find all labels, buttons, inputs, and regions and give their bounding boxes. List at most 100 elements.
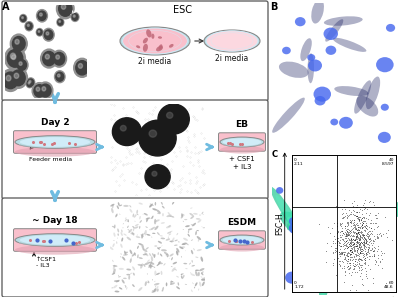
Point [373, 233, 380, 238]
Point [346, 271, 352, 275]
Point [363, 216, 369, 221]
Point [382, 214, 388, 219]
Ellipse shape [154, 281, 156, 282]
Point [355, 230, 361, 235]
Circle shape [21, 15, 26, 21]
Ellipse shape [358, 222, 369, 232]
Point [331, 245, 338, 250]
Point [352, 287, 359, 292]
Point [356, 251, 362, 256]
Point [350, 207, 356, 212]
Point [331, 233, 337, 238]
Point [347, 256, 353, 261]
Point [355, 254, 362, 258]
Point [330, 263, 336, 268]
Point [336, 250, 343, 255]
Point [374, 255, 381, 260]
Ellipse shape [119, 268, 124, 270]
Point [361, 224, 368, 228]
Point [356, 218, 362, 222]
Ellipse shape [161, 290, 163, 291]
Point [340, 243, 346, 248]
Point [371, 253, 377, 258]
Ellipse shape [129, 205, 131, 208]
Ellipse shape [183, 229, 184, 230]
Ellipse shape [190, 216, 194, 219]
Point [340, 211, 346, 216]
Point [352, 223, 358, 228]
Circle shape [12, 55, 16, 59]
Point [359, 222, 366, 227]
Ellipse shape [166, 215, 172, 217]
Point [349, 243, 356, 247]
Point [382, 280, 389, 285]
Point [353, 239, 359, 244]
Ellipse shape [326, 46, 336, 55]
Circle shape [120, 125, 126, 131]
Point [349, 240, 356, 245]
Ellipse shape [378, 132, 391, 143]
Ellipse shape [289, 222, 301, 234]
Ellipse shape [195, 270, 199, 271]
Point [342, 230, 348, 235]
Point [354, 239, 360, 244]
Point [357, 263, 364, 268]
Point [357, 251, 363, 255]
Point [339, 206, 346, 211]
Point [366, 233, 372, 238]
Point [333, 273, 339, 277]
Ellipse shape [119, 205, 122, 206]
Ellipse shape [144, 213, 148, 216]
Ellipse shape [300, 38, 312, 61]
Ellipse shape [195, 257, 198, 258]
Point [370, 249, 376, 254]
Point [341, 249, 347, 254]
Circle shape [43, 29, 54, 41]
Point [356, 241, 363, 245]
Point [342, 243, 348, 248]
Point [344, 226, 351, 231]
Point [361, 245, 368, 249]
Point [357, 236, 363, 241]
Ellipse shape [113, 285, 118, 288]
Point [360, 205, 367, 210]
Point [350, 203, 356, 208]
Point [347, 229, 353, 233]
Point [348, 237, 354, 242]
Ellipse shape [133, 234, 134, 235]
Point [366, 248, 373, 252]
Ellipse shape [191, 239, 193, 241]
Point [338, 252, 344, 256]
Ellipse shape [386, 24, 395, 32]
Point [363, 211, 369, 216]
Point [370, 199, 377, 204]
Ellipse shape [320, 157, 333, 169]
Point [340, 214, 346, 219]
Ellipse shape [197, 236, 201, 240]
Point [344, 254, 350, 259]
Point [330, 241, 336, 246]
Ellipse shape [178, 282, 179, 286]
Circle shape [10, 53, 16, 59]
Point [362, 241, 368, 246]
Point [356, 236, 362, 240]
Point [354, 217, 361, 221]
Point [355, 237, 362, 242]
Ellipse shape [120, 256, 121, 257]
Ellipse shape [154, 254, 156, 258]
Ellipse shape [140, 220, 142, 223]
Point [337, 246, 343, 251]
Point [354, 240, 360, 244]
Point [344, 257, 351, 262]
Point [356, 268, 362, 272]
Ellipse shape [223, 236, 261, 244]
Point [343, 241, 350, 245]
Circle shape [27, 81, 32, 87]
Point [369, 242, 375, 247]
Ellipse shape [137, 246, 139, 249]
Ellipse shape [195, 282, 198, 286]
Circle shape [26, 80, 33, 88]
Ellipse shape [152, 233, 156, 234]
Point [344, 259, 351, 263]
Point [351, 209, 357, 214]
